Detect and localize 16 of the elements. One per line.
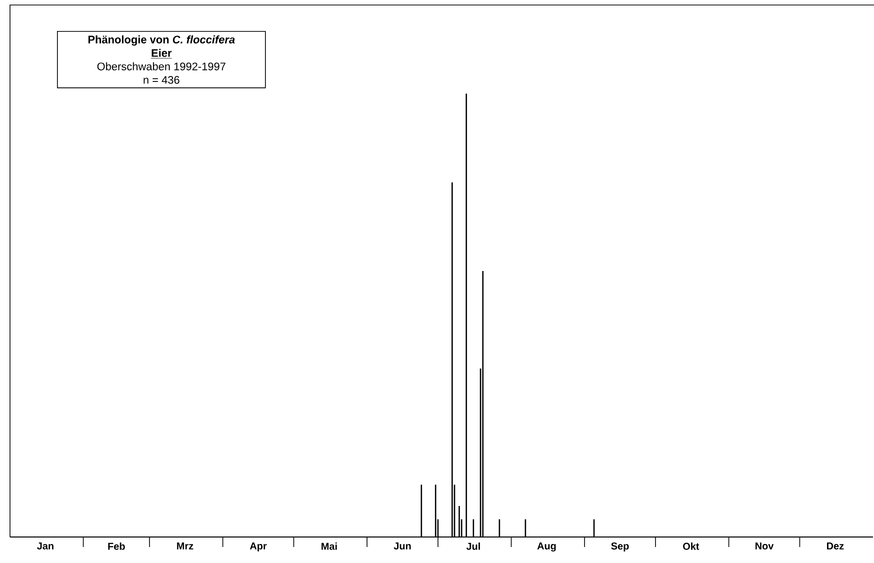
x-tick-label: Nov — [756, 542, 774, 550]
text: n = 436 — [144, 76, 180, 84]
chart-subtitle: Eier — [152, 48, 172, 57]
x-tick-label: Sep — [611, 542, 629, 552]
x-tick-label: Apr — [250, 542, 267, 552]
x-tick-label: Dez — [827, 542, 844, 550]
x-tick-label: Jul — [466, 542, 480, 550]
text: Oberschwaben 1992-1997 — [97, 62, 226, 70]
chart-title: Phänologie von C. floccifera — [88, 35, 235, 46]
x-tick-label: Jun — [394, 542, 411, 550]
x-tick-label: Mrz — [177, 542, 194, 550]
x-tick-label: Jan — [37, 542, 54, 550]
x-tick-label: Aug — [537, 542, 556, 552]
x-tick-label: Mai — [322, 542, 337, 550]
x-tick-label: Okt — [683, 542, 700, 550]
x-tick-label: Feb — [108, 542, 125, 550]
